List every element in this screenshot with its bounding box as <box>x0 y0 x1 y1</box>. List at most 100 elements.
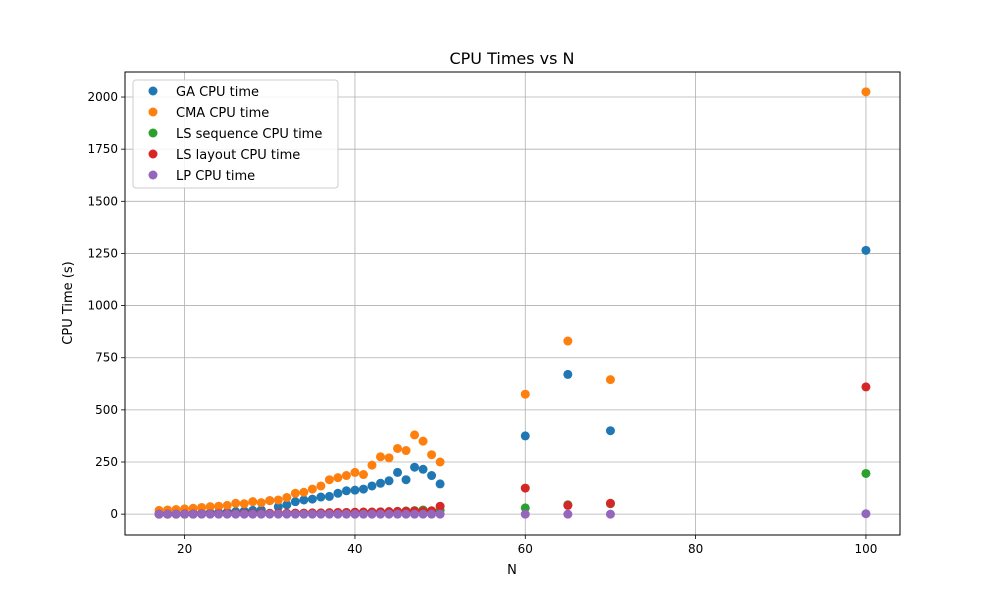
data-point-series-4 <box>341 509 351 519</box>
data-point-series-4 <box>520 509 530 519</box>
data-point-series-4 <box>410 509 420 519</box>
data-point-series-1 <box>358 470 368 480</box>
data-point-series-1 <box>316 481 326 491</box>
data-point-series-4 <box>384 509 394 519</box>
legend-label: LS layout CPU time <box>176 148 300 163</box>
data-point-series-0 <box>299 495 309 505</box>
legend-marker <box>148 107 158 117</box>
data-point-series-0 <box>358 484 368 494</box>
y-tick-label: 750 <box>95 351 118 365</box>
data-point-series-4 <box>256 509 266 519</box>
y-tick-label: 500 <box>95 403 118 417</box>
data-point-series-1 <box>435 457 445 467</box>
data-point-series-0 <box>316 492 326 502</box>
legend-box <box>132 79 339 189</box>
data-point-series-0 <box>435 479 445 489</box>
data-point-series-0 <box>375 478 385 488</box>
data-point-series-1 <box>520 389 530 399</box>
legend-marker <box>148 149 158 159</box>
data-point-series-1 <box>375 452 385 462</box>
x-tick-label: 20 <box>177 542 192 556</box>
data-point-series-1 <box>427 450 437 460</box>
y-tick-label: 250 <box>95 455 118 469</box>
data-point-series-4 <box>324 509 334 519</box>
data-point-series-4 <box>427 509 437 519</box>
data-point-series-0 <box>350 485 360 495</box>
data-point-series-0 <box>307 494 317 504</box>
data-point-series-0 <box>290 497 300 507</box>
data-point-series-4 <box>273 509 283 519</box>
data-point-series-4 <box>605 509 615 519</box>
data-point-series-4 <box>290 509 300 519</box>
data-point-series-1 <box>197 502 207 512</box>
data-point-series-1 <box>401 446 411 456</box>
legend-label: GA CPU time <box>176 85 259 100</box>
data-point-series-0 <box>384 476 394 486</box>
data-point-series-4 <box>180 509 190 519</box>
data-point-series-4 <box>248 509 258 519</box>
data-point-series-4 <box>350 509 360 519</box>
axes: 20 40 60 80 10002505007501000125015001750200… <box>87 90 877 556</box>
data-point-series-4 <box>222 509 232 519</box>
data-point-series-4 <box>214 509 224 519</box>
data-point-series-1 <box>265 496 275 506</box>
data-point-series-1 <box>324 475 334 485</box>
data-point-series-0 <box>418 464 428 474</box>
data-point-series-1 <box>273 495 283 505</box>
data-point-series-4 <box>316 509 326 519</box>
data-point-series-0 <box>341 486 351 496</box>
grid <box>125 72 900 535</box>
data-point-series-0 <box>273 502 283 512</box>
data-point-series-1 <box>341 471 351 481</box>
legend-label: LP CPU time <box>176 169 255 184</box>
data-point-series-1 <box>231 498 241 508</box>
data-point-series-0 <box>367 481 377 491</box>
data-point-series-4 <box>393 509 403 519</box>
data-point-series-3 <box>435 501 445 511</box>
chart-title: CPU Times vs N <box>449 49 574 68</box>
legend-marker <box>148 86 158 96</box>
data-points <box>154 87 871 519</box>
data-point-series-4 <box>239 509 249 519</box>
y-tick-label: 0 <box>110 507 118 521</box>
data-point-series-3 <box>861 382 871 392</box>
data-point-series-4 <box>401 509 411 519</box>
x-tick-label: 100 <box>854 542 877 556</box>
data-point-series-3 <box>563 500 573 510</box>
data-point-series-4 <box>163 509 173 519</box>
data-point-series-2 <box>861 468 871 478</box>
legend-label: CMA CPU time <box>176 106 269 121</box>
data-point-series-1 <box>350 467 360 477</box>
y-tick-label: 1750 <box>87 142 118 156</box>
y-tick-label: 1500 <box>87 194 118 208</box>
x-tick-label: 60 <box>518 542 533 556</box>
data-point-series-1 <box>299 487 309 497</box>
legend-marker <box>148 170 158 180</box>
data-point-series-1 <box>563 336 573 346</box>
data-point-series-1 <box>256 498 266 508</box>
data-point-series-4 <box>154 509 164 519</box>
data-point-series-4 <box>367 509 377 519</box>
y-axis-label: CPU Time (s) <box>61 261 76 344</box>
data-point-series-4 <box>282 509 292 519</box>
data-point-series-4 <box>375 509 385 519</box>
data-point-series-4 <box>188 509 198 519</box>
data-point-series-1 <box>861 87 871 97</box>
data-point-series-1 <box>222 500 232 510</box>
data-point-series-4 <box>231 509 241 519</box>
data-point-series-1 <box>290 488 300 498</box>
data-point-series-1 <box>307 484 317 494</box>
data-point-series-0 <box>410 462 420 472</box>
data-point-series-4 <box>171 509 181 519</box>
data-point-series-0 <box>605 426 615 436</box>
data-point-series-1 <box>248 497 258 507</box>
data-point-series-0 <box>401 475 411 485</box>
data-point-series-4 <box>861 509 871 519</box>
data-point-series-4 <box>265 509 275 519</box>
data-point-series-1 <box>282 492 292 502</box>
data-point-series-0 <box>563 369 573 379</box>
x-tick-label: 80 <box>688 542 703 556</box>
data-point-series-3 <box>520 483 530 493</box>
data-point-series-1 <box>205 502 215 512</box>
